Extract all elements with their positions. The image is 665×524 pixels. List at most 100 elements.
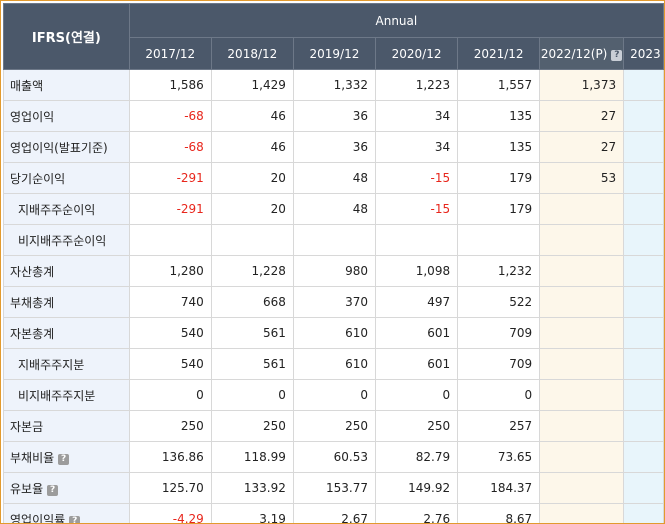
table-cell: 36 [292, 100, 377, 132]
table-row: 비지배주주지분 0 0 0 0 0 [3, 379, 664, 411]
table-cell: 1,557 [457, 69, 541, 101]
row-label-text: 지배주주지분 [18, 357, 85, 372]
table-cell: 8.67 [457, 503, 541, 523]
table-cell: 34 [374, 100, 459, 132]
table-cell [374, 224, 459, 256]
table-cell: 561 [210, 317, 294, 349]
table-cell: 46 [210, 100, 294, 132]
table-row: 지배주주순이익 -291 20 48 -15 179 [3, 193, 664, 225]
table-cell: 610 [292, 348, 377, 380]
table-cell-2023 [623, 379, 664, 411]
table-cell [539, 224, 625, 256]
row-label: 매출액 [3, 69, 130, 101]
table-row: 영업이익 -68 46 36 34 135 27 [3, 100, 664, 132]
table-cell: 118.99 [210, 441, 294, 473]
table-cell: 370 [292, 286, 377, 318]
table-row: 영업이익률? -4.29 3.19 2.67 2.76 8.67 [3, 503, 664, 524]
table-cell [539, 193, 625, 225]
table-cell: 0 [292, 379, 377, 411]
year-header-2023: 2023 [623, 37, 664, 70]
table-cell-2023 [623, 472, 664, 504]
table-cell: 48 [292, 193, 377, 225]
table-cell: 0 [210, 379, 294, 411]
table-cell: 179 [457, 162, 541, 194]
table-cell-2023 [623, 224, 664, 256]
table-cell: 0 [374, 379, 459, 411]
table-cell: 668 [210, 286, 294, 318]
table-cell: 1,232 [457, 255, 541, 287]
table-row: 유보율? 125.70 133.92 153.77 149.92 184.37 [3, 472, 664, 504]
table-row: 영업이익(발표기준) -68 46 36 34 135 27 [3, 131, 664, 163]
table-cell: -15 [374, 162, 459, 194]
table-row: 자본금 250 250 250 250 257 [3, 410, 664, 442]
ifrs-consolidated-header: IFRS(연결) [3, 3, 130, 70]
table-cell: 36 [292, 131, 377, 163]
table-cell: 540 [128, 348, 212, 380]
table-cell: 34 [374, 131, 459, 163]
table-cell: 53 [539, 162, 625, 194]
table-row: 지배주주지분 540 561 610 601 709 [3, 348, 664, 380]
table-cell: 133.92 [210, 472, 294, 504]
table-cell: 46 [210, 131, 294, 163]
row-label: 영업이익(발표기준) [3, 131, 130, 163]
table-cell: 20 [210, 193, 294, 225]
table-cell: 257 [457, 410, 541, 442]
row-label: 영업이익 [3, 100, 130, 132]
table-row: 부채비율? 136.86 118.99 60.53 82.79 73.65 [3, 441, 664, 473]
help-icon[interactable]: ? [69, 515, 81, 523]
row-label-text: 비지배주주지분 [18, 388, 96, 403]
table-cell [457, 224, 541, 256]
table-cell [539, 286, 625, 318]
table-cell: 136.86 [128, 441, 212, 473]
table-cell: 610 [292, 317, 377, 349]
table-cell: 709 [457, 317, 541, 349]
table-cell: 561 [210, 348, 294, 380]
table-cell: -68 [128, 131, 212, 163]
table-cell: 522 [457, 286, 541, 318]
help-icon[interactable]: ? [611, 49, 623, 61]
row-label: 자산총계 [3, 255, 130, 287]
table-cell-2023 [623, 410, 664, 442]
table-cell-2023 [623, 69, 664, 101]
table-cell [539, 410, 625, 442]
year-header-2019: 2019/12 [292, 37, 377, 70]
row-label: 지배주주순이익 [3, 193, 130, 225]
table-cell: 0 [457, 379, 541, 411]
row-label-text: 영업이익률 [10, 512, 66, 524]
table-cell: 27 [539, 100, 625, 132]
table-cell: 709 [457, 348, 541, 380]
table-cell: 250 [374, 410, 459, 442]
table-cell: 250 [128, 410, 212, 442]
table-cell: 60.53 [292, 441, 377, 473]
year-header-2018: 2018/12 [210, 37, 294, 70]
table-cell [539, 503, 625, 523]
annual-header: Annual [128, 3, 664, 38]
table-row: 자산총계 1,280 1,228 980 1,098 1,232 [3, 255, 664, 287]
table-cell: 3.19 [210, 503, 294, 523]
row-label: 유보율? [3, 472, 130, 504]
help-icon[interactable]: ? [47, 484, 59, 496]
row-label-text: 자산총계 [10, 264, 55, 279]
table-cell: 184.37 [457, 472, 541, 504]
year-header-2017: 2017/12 [128, 37, 212, 70]
table-cell: 27 [539, 131, 625, 163]
table-row: 당기순이익 -291 20 48 -15 179 53 [3, 162, 664, 194]
table-cell: 250 [292, 410, 377, 442]
row-label: 비지배주주순이익 [3, 224, 130, 256]
table-cell: 540 [128, 317, 212, 349]
table-cell [539, 379, 625, 411]
row-label: 비지배주주지분 [3, 379, 130, 411]
help-icon[interactable]: ? [58, 453, 70, 465]
row-label: 부채총계 [3, 286, 130, 318]
table-cell: 497 [374, 286, 459, 318]
table-cell: -291 [128, 162, 212, 194]
table-cell-2023 [623, 317, 664, 349]
table-cell: 1,098 [374, 255, 459, 287]
table-cell: 601 [374, 317, 459, 349]
table-cell: 2.67 [292, 503, 377, 523]
financial-table: IFRS(연결) Annual 2017/12 2018/12 2019/12 … [3, 3, 664, 524]
row-label-text: 영업이익 [10, 109, 55, 124]
table-cell: 82.79 [374, 441, 459, 473]
table-cell: 135 [457, 131, 541, 163]
row-label: 자본총계 [3, 317, 130, 349]
